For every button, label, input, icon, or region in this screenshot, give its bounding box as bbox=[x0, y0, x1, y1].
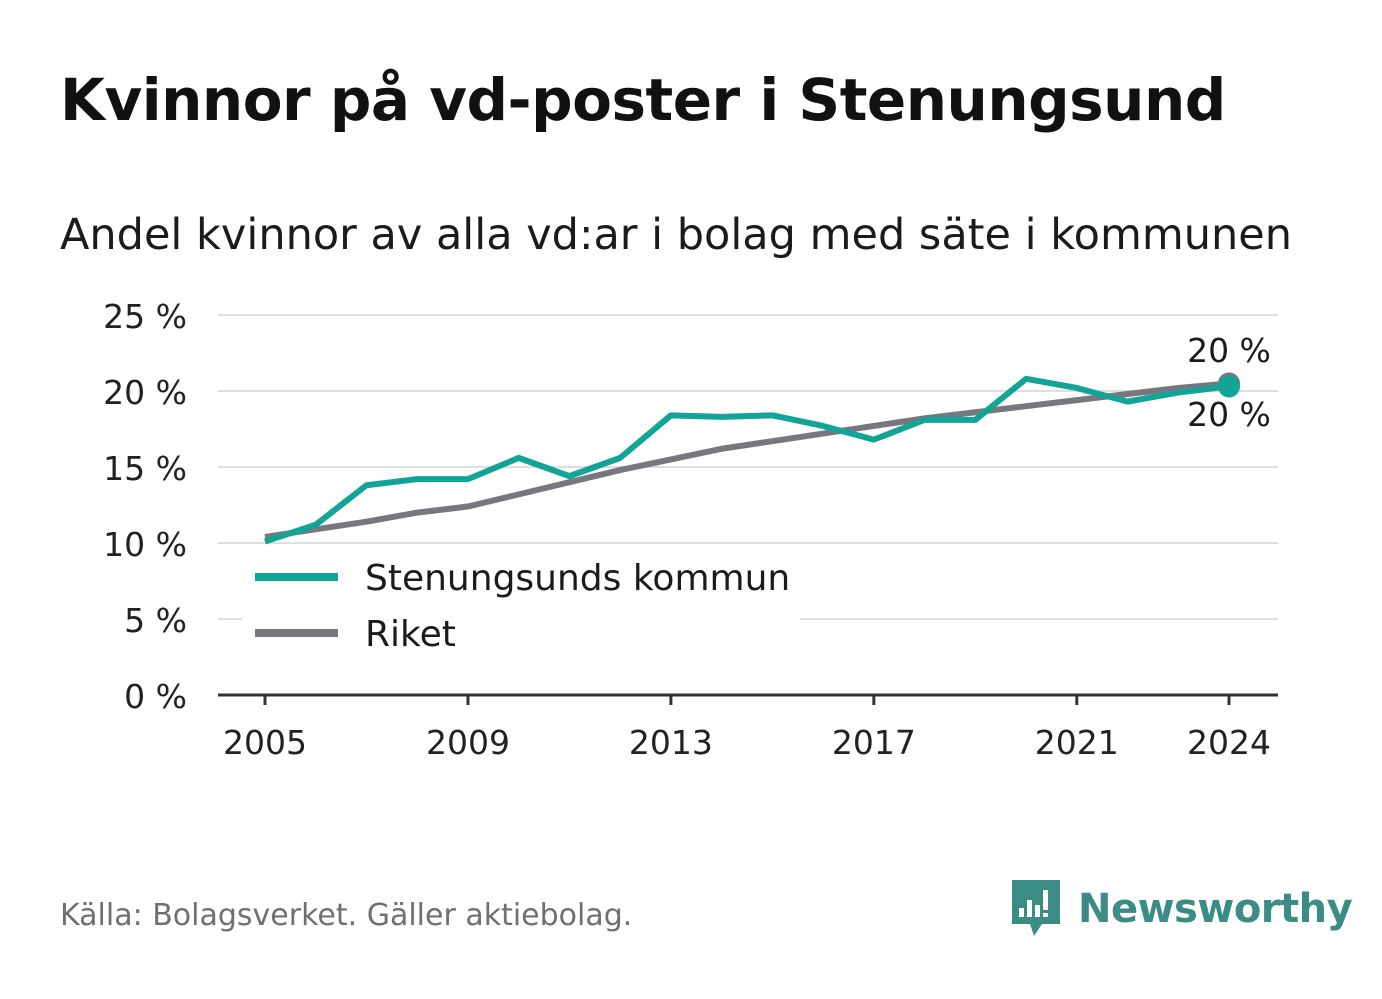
legend-item-riket-label: Riket bbox=[365, 614, 456, 655]
chart-title: Kvinnor på vd-poster i Stenungsund bbox=[60, 66, 1226, 134]
series-lines bbox=[264, 372, 1240, 545]
endpoint-stenungsund bbox=[1218, 375, 1240, 398]
series-line-stenungsund bbox=[264, 375, 1230, 545]
chart-subtitle: Andel kvinnor av alla vd:ar i bolag med … bbox=[60, 210, 1292, 260]
end-label-stenungsund: 20 % bbox=[1187, 395, 1271, 434]
brand-name: Newsworthy bbox=[1078, 886, 1353, 932]
series-line-riket bbox=[264, 380, 1230, 540]
newsworthy-logo-icon bbox=[1012, 880, 1060, 936]
brand-logo: Newsworthy bbox=[1010, 878, 1353, 940]
legend-item-stenungsund-label: Stenungsunds kommun bbox=[365, 558, 790, 599]
legend: Stenungsunds kommun Riket bbox=[242, 546, 800, 664]
y-tick-label: 20 % bbox=[103, 373, 187, 412]
x-tick-label: 2024 bbox=[1187, 723, 1271, 762]
y-axis-tick-labels: 0 % 5 % 10 % 15 % 20 % 25 % bbox=[103, 297, 187, 716]
x-tick-label: 2009 bbox=[426, 723, 510, 762]
x-tick-label: 2013 bbox=[629, 723, 713, 762]
legend-background bbox=[242, 546, 800, 664]
y-tick-label: 0 % bbox=[124, 677, 187, 716]
end-label-riket: 20 % bbox=[1187, 331, 1271, 370]
x-tick-label: 2017 bbox=[832, 723, 916, 762]
x-tick-label: 2005 bbox=[223, 723, 307, 762]
y-tick-label: 5 % bbox=[124, 601, 187, 640]
y-tick-label: 10 % bbox=[103, 525, 187, 564]
y-tick-label: 15 % bbox=[103, 449, 187, 488]
x-axis: 2005 2009 2013 2017 2021 2024 bbox=[218, 693, 1278, 762]
end-labels: 20 % 20 % bbox=[1187, 331, 1271, 434]
y-tick-label: 25 % bbox=[103, 297, 187, 336]
x-tick-label: 2021 bbox=[1035, 723, 1119, 762]
source-note: Källa: Bolagsverket. Gäller aktiebolag. bbox=[60, 898, 633, 933]
